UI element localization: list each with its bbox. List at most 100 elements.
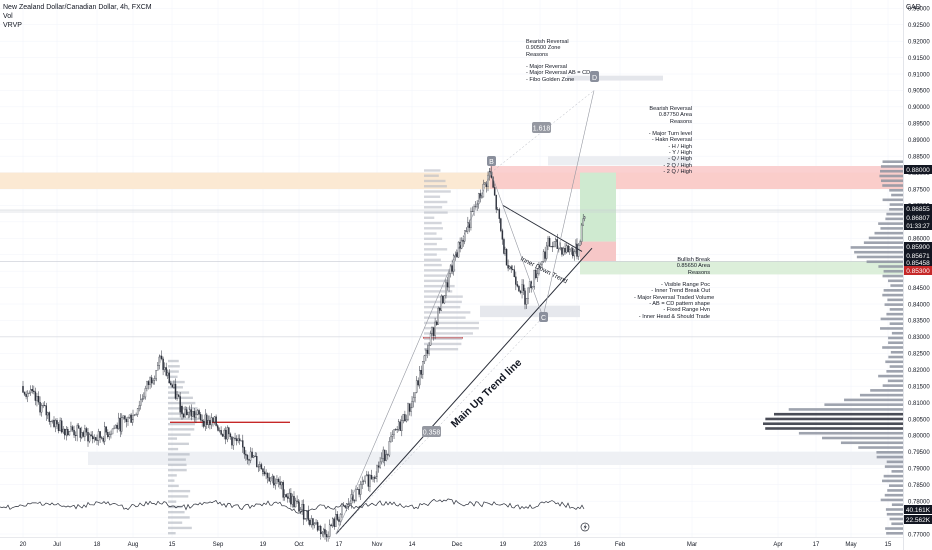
candle: [36, 396, 38, 401]
price-axis[interactable]: 0.93000 0.92500 0.92000 0.91500 0.91000 0.905…: [903, 0, 931, 550]
volume-profile-bar: [863, 241, 903, 244]
candle: [293, 495, 295, 508]
volume-profile-bar: [889, 308, 903, 311]
candle: [298, 502, 300, 512]
candle: [135, 414, 137, 416]
candle: [198, 410, 200, 415]
price-tick-label: 0.83000: [908, 335, 930, 341]
candle: [405, 419, 408, 422]
volume-profile-bar: [840, 441, 903, 445]
candle: [319, 526, 322, 535]
time-tick-label: 15: [169, 542, 176, 548]
candle: [306, 511, 308, 519]
candle: [565, 245, 568, 253]
candle: [226, 427, 229, 440]
candle: [462, 240, 464, 242]
svg-text:0.85300: 0.85300: [906, 268, 930, 275]
fixed-range-bar: [424, 221, 442, 225]
bearish-area-note: Bearish Reversal 0.87750 Area Reasons - …: [648, 106, 692, 175]
candle: [262, 471, 264, 475]
fixed-range-bar: [168, 407, 198, 410]
price-tick-label: 0.87500: [908, 187, 930, 193]
time-tick-label: Nov: [372, 542, 383, 548]
svg-text:0.85900: 0.85900: [906, 244, 930, 251]
price-tick-label: 0.84500: [908, 286, 930, 292]
volume-profile-bar: [884, 493, 903, 497]
candle: [417, 380, 419, 386]
volume-profile-bar: [891, 193, 903, 197]
candle: [257, 466, 260, 468]
ratio-line: [335, 316, 544, 535]
svg-text:0.86855: 0.86855: [906, 206, 930, 213]
indicator-vrvp-label[interactable]: VRVP: [3, 22, 22, 29]
ratio-0358-label: 0.358: [422, 426, 441, 437]
price-tick-label: 0.86000: [908, 237, 930, 243]
candle: [535, 269, 537, 279]
candle: [464, 230, 466, 242]
candle: [220, 430, 222, 435]
candle: [221, 434, 224, 437]
time-tick-label: 20: [20, 542, 27, 548]
candle: [104, 426, 106, 442]
candle: [50, 421, 52, 423]
candle: [425, 349, 427, 356]
candle: [321, 531, 323, 535]
candle: [474, 206, 477, 208]
candle: [62, 428, 64, 433]
price-tick-label: 0.93000: [908, 7, 930, 13]
candle: [435, 321, 438, 325]
gray-box: [567, 75, 663, 81]
candle: [328, 524, 331, 537]
candle: [70, 426, 72, 432]
candle: [355, 489, 357, 501]
candle: [95, 437, 97, 441]
lightning-icon[interactable]: [580, 522, 590, 532]
candle: [452, 255, 455, 272]
candle: [234, 437, 236, 439]
time-axis[interactable]: 20 Jul 18 Aug 15 Sep 19 Oct 17 Nov 14 Dec 19 2023 16 Fe…: [0, 537, 903, 549]
candle: [212, 417, 214, 423]
candle: [73, 429, 75, 436]
point-d-marker: D: [590, 71, 599, 82]
volume-profile-bar: [822, 436, 903, 440]
svg-text:0.88000: 0.88000: [906, 167, 930, 174]
candle: [510, 266, 512, 270]
fixed-range-bar: [424, 284, 455, 288]
volume-profile-bar: [887, 379, 903, 383]
candle: [559, 247, 562, 249]
candle: [382, 449, 384, 459]
candle: [428, 345, 430, 354]
candle: [440, 295, 443, 311]
candle: [385, 454, 388, 461]
volume-profile-bar: [884, 303, 903, 306]
candle: [225, 429, 227, 440]
indicator-vol-label[interactable]: Vol: [3, 13, 13, 20]
price-tick-label: 0.81000: [908, 401, 930, 407]
candle: [318, 526, 320, 531]
fixed-range-bar: [424, 200, 448, 204]
candle: [187, 411, 189, 416]
candle: [182, 413, 185, 418]
candle: [228, 427, 230, 435]
volume-profile-bar: [880, 165, 903, 168]
candle: [296, 500, 298, 502]
candle: [280, 482, 283, 486]
candle: [57, 423, 60, 432]
fixed-range-bar: [424, 253, 437, 256]
time-tick-label: 17: [336, 542, 343, 548]
svg-text:1.618: 1.618: [533, 126, 551, 133]
candle: [387, 454, 389, 456]
candle: [353, 500, 356, 502]
candle: [323, 529, 325, 533]
fixed-range-bar: [168, 463, 187, 467]
candle: [431, 327, 433, 334]
volume-profile-bar: [878, 374, 903, 378]
candle: [302, 504, 305, 520]
candle: [288, 492, 291, 499]
candle: [271, 476, 274, 479]
candle: [539, 264, 542, 267]
candle: [177, 394, 180, 397]
fixed-range-bar: [168, 380, 185, 384]
candle: [122, 415, 125, 418]
